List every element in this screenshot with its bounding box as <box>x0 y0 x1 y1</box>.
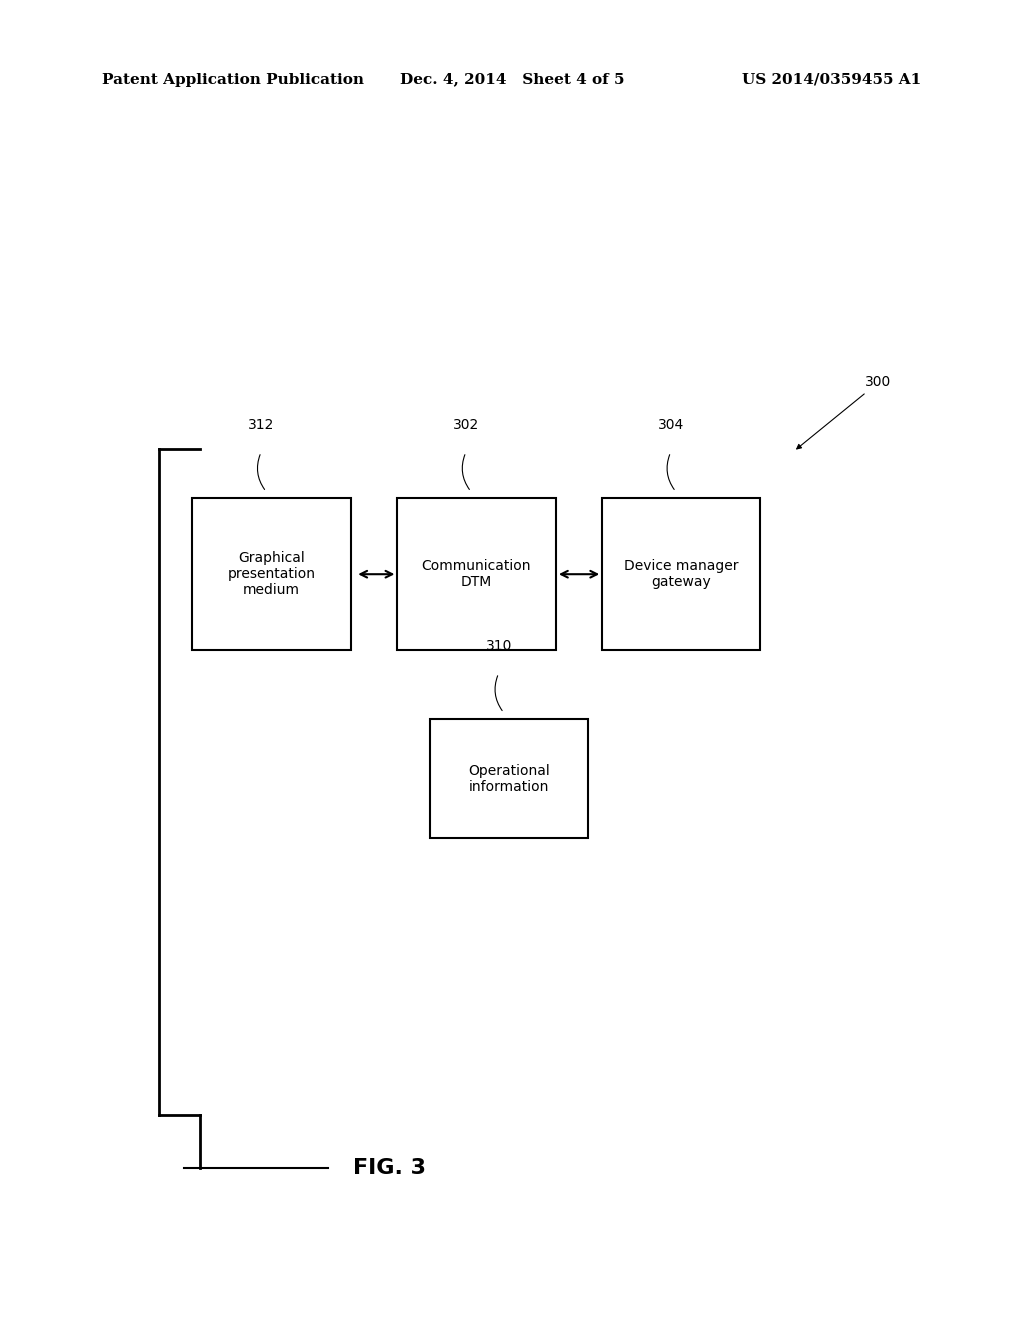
Text: Graphical
presentation
medium: Graphical presentation medium <box>227 550 315 598</box>
FancyBboxPatch shape <box>193 499 350 651</box>
Text: FIG. 3: FIG. 3 <box>352 1158 426 1179</box>
FancyBboxPatch shape <box>602 499 760 651</box>
FancyBboxPatch shape <box>430 719 588 838</box>
FancyBboxPatch shape <box>397 499 555 651</box>
Text: Patent Application Publication: Patent Application Publication <box>102 73 365 87</box>
Text: Operational
information: Operational information <box>468 764 550 793</box>
Text: US 2014/0359455 A1: US 2014/0359455 A1 <box>742 73 922 87</box>
Text: Dec. 4, 2014   Sheet 4 of 5: Dec. 4, 2014 Sheet 4 of 5 <box>399 73 625 87</box>
Text: Communication
DTM: Communication DTM <box>422 560 530 589</box>
Text: Device manager
gateway: Device manager gateway <box>624 560 738 589</box>
Text: 304: 304 <box>657 418 684 433</box>
Text: 310: 310 <box>485 639 512 653</box>
Text: 312: 312 <box>248 418 274 433</box>
Text: 302: 302 <box>453 418 479 433</box>
Text: 300: 300 <box>797 375 892 449</box>
